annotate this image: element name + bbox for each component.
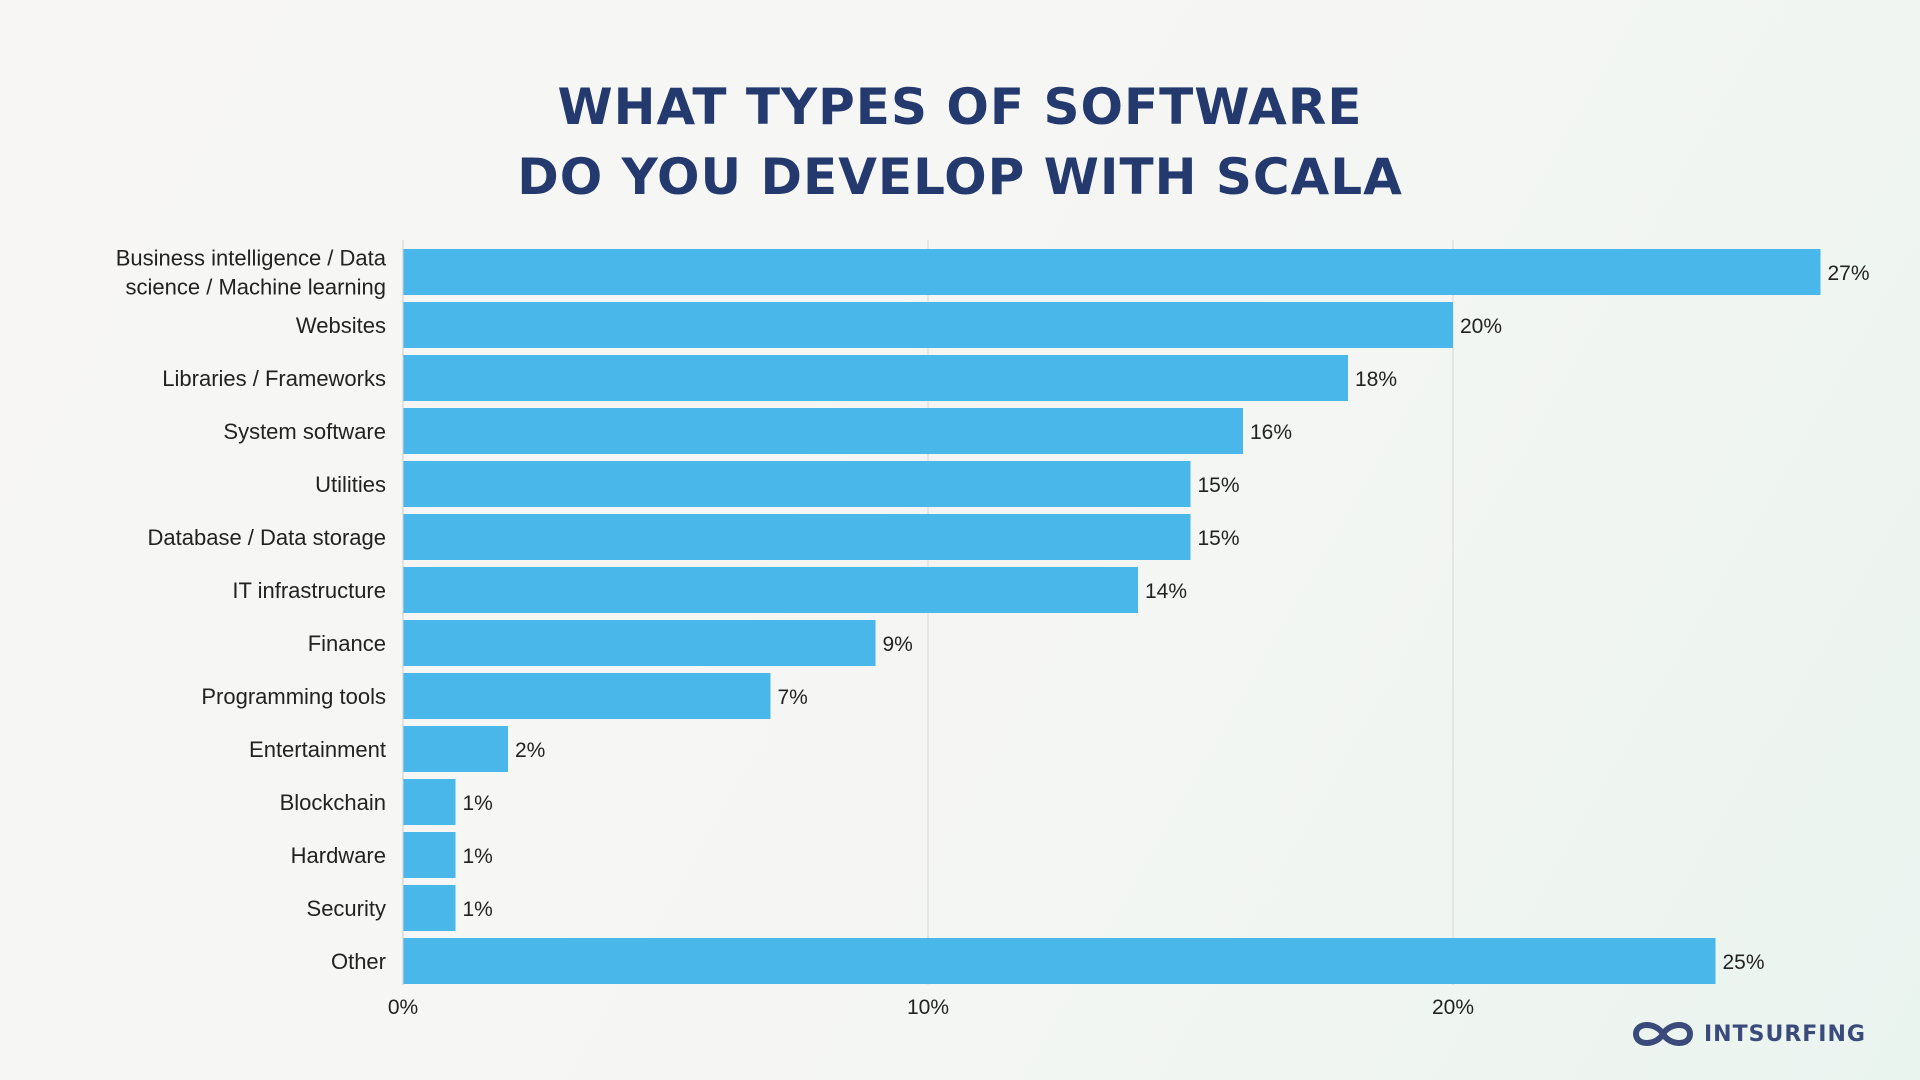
category-label: Utilities [315,472,386,497]
category-label: Hardware [291,843,386,868]
value-label: 1% [463,898,493,921]
category-label: Libraries / Frameworks [162,366,386,391]
bar [403,885,456,931]
value-label: 15% [1198,527,1240,550]
bar [403,779,456,825]
value-label: 25% [1723,951,1765,974]
category-label: Programming tools [201,684,386,709]
chart-title: WHAT TYPES OF SOFTWARE DO YOU DEVELOP WI… [0,72,1920,212]
brand-name: INTSURFING [1704,1021,1866,1047]
category-label: Database / Data storage [148,525,386,550]
value-label: 2% [515,739,545,762]
value-label: 7% [778,686,808,709]
x-tick-label: 0% [388,996,418,1019]
infinity-logo-icon [1633,1022,1693,1046]
value-label: 9% [883,633,913,656]
bar [403,832,456,878]
category-label: Other [331,949,386,974]
bar [403,567,1138,613]
bar [403,726,508,772]
bar [403,461,1191,507]
bar [403,514,1191,560]
bar [403,355,1348,401]
value-label: 20% [1460,315,1502,338]
category-label: IT infrastructure [232,578,386,603]
x-tick-label: 10% [907,996,949,1019]
category-label: Security [307,896,386,921]
category-label: Entertainment [249,737,386,762]
category-label: science / Machine learning [126,275,386,300]
value-label: 1% [463,792,493,815]
value-label: 27% [1828,262,1870,285]
chart-title-line1: WHAT TYPES OF SOFTWARE [557,78,1363,136]
category-label: Business intelligence / Data [116,246,387,271]
value-label: 14% [1145,580,1187,603]
value-label: 16% [1250,421,1292,444]
category-label: Websites [296,313,386,338]
bar [403,938,1716,984]
bar [403,673,771,719]
bar [403,302,1453,348]
brand-logo: INTSURFING [1632,1014,1872,1054]
category-label: Finance [308,631,386,656]
chart-title-line2: DO YOU DEVELOP WITH SCALA [517,148,1403,206]
bar [403,249,1821,295]
value-label: 15% [1198,474,1240,497]
value-label: 1% [463,845,493,868]
value-label: 18% [1355,368,1397,391]
category-label: System software [223,419,386,444]
x-tick-label: 20% [1432,996,1474,1019]
bar [403,620,876,666]
category-label: Blockchain [280,790,386,815]
bar [403,408,1243,454]
